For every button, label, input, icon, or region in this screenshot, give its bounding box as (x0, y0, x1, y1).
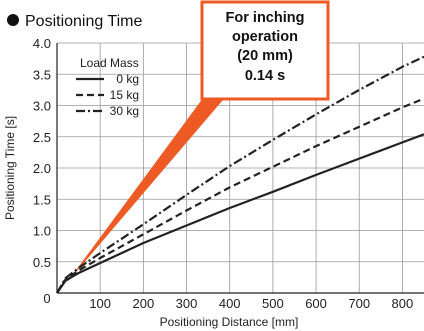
y-axis-label: Positioning Time [s] (3, 116, 17, 220)
y-tick-label: 3.5 (33, 67, 51, 82)
y-tick-label: 3.0 (33, 99, 51, 114)
legend-items: 0 kg 15 kg 30 kg (76, 72, 139, 118)
y-tick-label: 1.0 (33, 224, 51, 239)
tick-labels: 0 100 200 300 400 500 600 700 800 0.5 1.0 1.5 2.0 2.5… (33, 36, 413, 311)
legend-label: 15 kg (110, 88, 139, 102)
y-tick-label: 4.0 (33, 36, 51, 51)
x-tick-label: 700 (348, 296, 370, 311)
series-line-30-kg (56, 55, 424, 294)
callout-box (200, 0, 330, 101)
callout-line-3: (20 mm) (237, 48, 293, 64)
x-tick-label: 600 (305, 296, 327, 311)
legend: Load Mass 0 kg 15 kg 30 kg (76, 56, 139, 118)
legend-title: Load Mass (80, 56, 139, 70)
callout-line-2: operation (232, 29, 298, 45)
x-tick-label: 100 (89, 296, 111, 311)
x-tick-label: 300 (176, 296, 198, 311)
axes (56, 43, 424, 294)
chart-title: Positioning Time (25, 13, 142, 30)
series-lines (56, 55, 424, 294)
y-tick-label: 2.5 (33, 130, 51, 145)
y-tick-label: 0.5 (33, 255, 51, 270)
x-axis-label: Positioning Distance [mm] (160, 315, 299, 329)
legend-label: 30 kg (110, 104, 139, 118)
callout-line-1: For inching (226, 10, 305, 26)
x-tick-label: 200 (133, 296, 155, 311)
x-tick-label: 0 (43, 291, 50, 306)
series-line-0-kg (56, 133, 424, 294)
legend-label: 0 kg (116, 72, 139, 86)
x-tick-label: 400 (219, 296, 241, 311)
x-tick-label: 500 (262, 296, 284, 311)
inching-callout: For inching operation (20 mm) 0.14 s (200, 0, 330, 101)
callout-arrow (65, 94, 228, 285)
callout-arrow-shape (65, 94, 228, 285)
y-tick-label: 2.0 (33, 161, 51, 176)
callout-value: 0.14 s (245, 68, 285, 84)
y-tick-label: 1.5 (33, 192, 51, 207)
title-bullet-icon (7, 14, 19, 26)
series-line-15-kg (56, 97, 424, 294)
x-tick-label: 800 (392, 296, 414, 311)
